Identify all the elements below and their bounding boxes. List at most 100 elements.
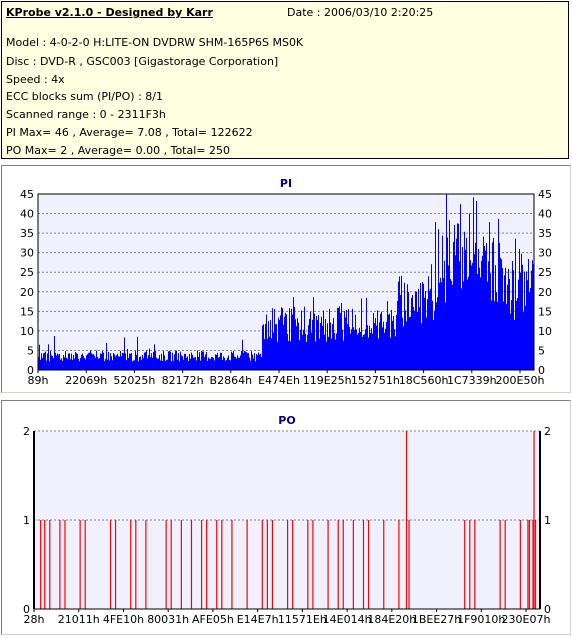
disc-line: Disc : DVD-R , GSC003 [Gigastorage Corpo… [6, 55, 279, 68]
pi-bar [444, 260, 445, 370]
pi-bar [180, 351, 181, 370]
pi-bar [397, 300, 398, 370]
pi-bar [445, 302, 446, 370]
pi-bar [334, 332, 335, 370]
pi-bar [126, 360, 127, 370]
pi-bar [280, 315, 281, 370]
x-tick-label: 22069h [65, 374, 107, 387]
pi-bar [509, 278, 510, 370]
pi-bar [451, 280, 452, 370]
po-bar [49, 520, 51, 609]
pi-bar [249, 357, 250, 370]
pi-bar [302, 334, 303, 370]
pi-bar [204, 357, 205, 370]
pi-bar [214, 360, 215, 370]
pi-bar [407, 284, 408, 370]
pi-bar [51, 355, 52, 370]
pi-bar [80, 358, 81, 370]
pi-bar [192, 354, 193, 370]
pi-bar [181, 355, 182, 370]
pi-bar [61, 358, 62, 370]
pi-bar [225, 360, 226, 370]
pi-bar [187, 356, 188, 370]
pi-bar [277, 341, 278, 370]
pi-bar [134, 360, 135, 370]
pi-bar [205, 354, 206, 370]
pi-bar [271, 338, 272, 370]
pi-bar [188, 360, 189, 370]
po-bar [504, 520, 506, 609]
x-tick-label: 4FE10h [103, 613, 144, 626]
pi-bar [66, 357, 67, 370]
x-tick-label: 119E25h [303, 374, 352, 387]
pi-bar [233, 350, 234, 370]
y-tick-left: 2 [23, 425, 30, 438]
pi-bar [196, 360, 197, 370]
pi-bar [367, 325, 368, 370]
pi-bar [141, 360, 142, 370]
pi-bar [91, 353, 92, 370]
pi-bar [262, 325, 263, 370]
pi-bar [528, 259, 529, 370]
pi-bar [237, 355, 238, 370]
pi-bar [440, 277, 441, 370]
pi-bar [244, 350, 245, 370]
pi-bar [344, 311, 345, 370]
pi-bar [392, 320, 393, 370]
pi-bar [276, 324, 277, 370]
po-bar [200, 520, 203, 609]
pi-bar [309, 318, 310, 370]
pi-bar [315, 341, 316, 370]
po-bar [367, 520, 370, 609]
pi-bar [483, 236, 484, 370]
pi-bar [144, 352, 145, 370]
pi-bar [43, 353, 44, 370]
pi-bar [287, 333, 288, 370]
pi-bar [209, 358, 210, 370]
y-tick-left: 30 [20, 247, 34, 260]
pi-bar [137, 336, 138, 370]
pi-bar [296, 326, 297, 370]
pi-bar [268, 321, 269, 370]
po-bar [362, 520, 365, 609]
pi-bar [128, 357, 129, 370]
pi-bar [458, 223, 459, 370]
pi-bar [229, 360, 230, 370]
pi-bar [384, 332, 385, 370]
pi-chart-panel: PI 0 0 5 5 10 10 15 15 20 20 25 25 30 30 35 35 40 40 45 45 89… [1, 165, 571, 393]
po-bar [327, 520, 329, 609]
pi-bar [183, 359, 184, 370]
pi-bar [240, 355, 241, 370]
pi-bar [505, 267, 506, 370]
pi-bar [161, 353, 162, 370]
pi-bar [410, 316, 411, 370]
pi-bar [438, 229, 439, 370]
pi-bar [175, 351, 176, 370]
po-bar [145, 520, 147, 609]
pi-bar [337, 307, 338, 370]
pi-bar [86, 355, 87, 370]
pi-bar [69, 353, 70, 370]
pi-bar [138, 361, 139, 370]
pi-bar [360, 331, 361, 370]
pi-bar [355, 314, 356, 370]
po-bar [135, 520, 137, 609]
pi-bar [156, 357, 157, 370]
pi-bar [107, 359, 108, 370]
pi-bar [373, 313, 374, 370]
po-bar [130, 520, 132, 609]
pi-bar [252, 354, 253, 370]
pi-bar [320, 323, 321, 370]
pi-bar [417, 311, 418, 370]
speed-line: Speed : 4x [6, 73, 65, 86]
pi-bar [152, 357, 153, 370]
po-bar [170, 520, 172, 609]
pi-bar [101, 353, 102, 370]
pi-bar [143, 358, 144, 370]
pi-bar [485, 250, 486, 370]
pi-bar [411, 298, 412, 370]
pi-bar [527, 280, 528, 370]
pi-bar [103, 352, 104, 370]
pi-bar [513, 270, 514, 370]
pi-bar [168, 351, 169, 370]
